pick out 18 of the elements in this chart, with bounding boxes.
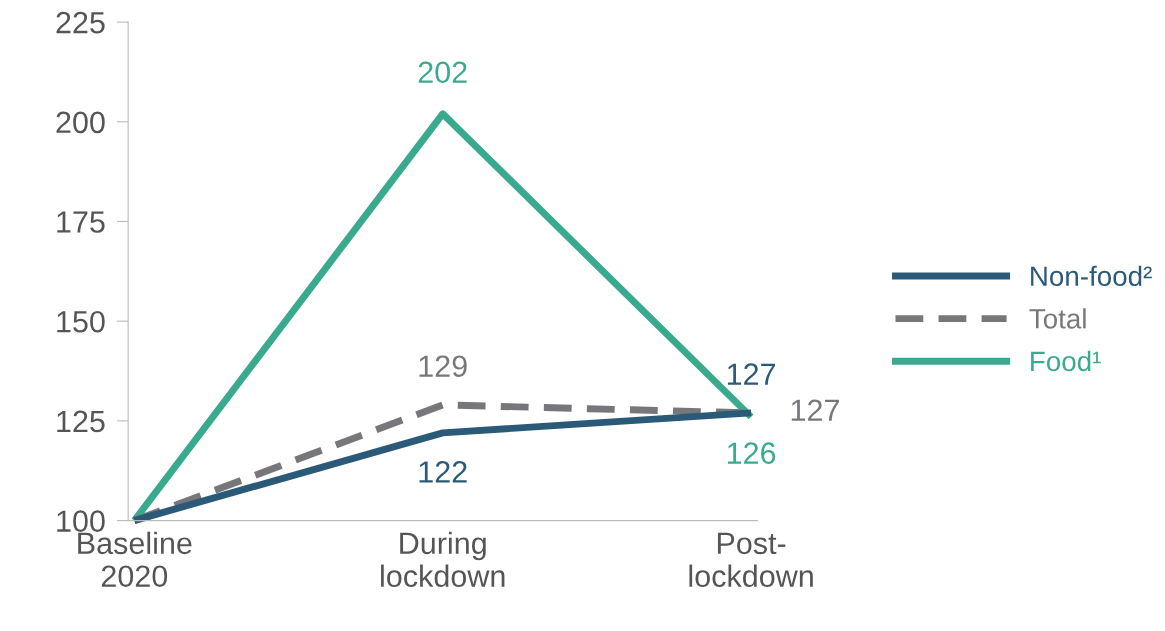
data-label: 127: [791, 399, 839, 421]
y-tick-label: 125: [57, 410, 105, 433]
legend-label: Total: [1029, 308, 1086, 329]
y-tick-label: 225: [56, 11, 105, 34]
data-label: 129: [419, 355, 467, 378]
legend-label: Food¹: [1031, 350, 1101, 372]
data-label: 126: [727, 442, 776, 464]
data-label: 127: [727, 363, 776, 385]
x-tick-label: Baseline 2020: [78, 531, 192, 588]
y-tick-label: 175: [57, 211, 105, 233]
y-tick-label: 100: [57, 510, 105, 532]
data-label: 122: [419, 461, 467, 483]
x-tick-label: Post- lockdown: [689, 532, 813, 588]
legend-label: Non-food²: [1031, 265, 1152, 287]
x-tick-label: During lockdown: [381, 531, 505, 588]
y-tick-label: 150: [57, 310, 105, 333]
y-tick-label: 200: [56, 111, 105, 134]
data-label: 202: [418, 61, 467, 84]
